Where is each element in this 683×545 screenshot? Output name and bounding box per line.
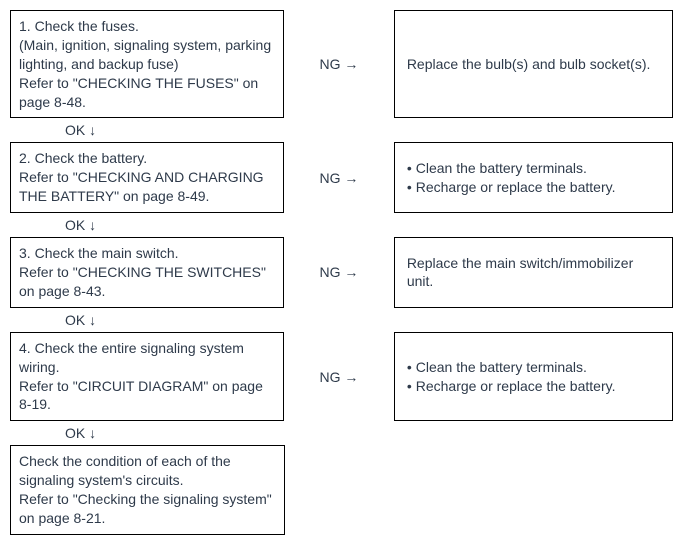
- step-line-4-0: Check the entire signaling system wiring…: [19, 340, 244, 375]
- step-box-4: 4. Check the entire signaling system wir…: [10, 332, 284, 422]
- ng-label-4: NG: [320, 369, 359, 385]
- ng-connector-4: NG: [284, 332, 394, 422]
- step-number-2: 2.: [19, 150, 31, 166]
- step-row-1: 1. Check the fuses. (Main, ignition, sig…: [10, 10, 673, 118]
- step-line-4-1: Refer to "CIRCUIT DIAGRAM" on page 8-19.: [19, 378, 263, 413]
- ng-label-1: NG: [320, 56, 359, 72]
- step-line-1-1: (Main, ignition, signaling system, parki…: [19, 37, 271, 72]
- step-row-4: 4. Check the entire signaling system wir…: [10, 332, 673, 422]
- ng-connector-2: NG: [284, 142, 394, 213]
- step-line-2-1: Refer to "CHECKING AND CHARGING THE BATT…: [19, 169, 264, 204]
- result-box-3: Replace the main switch/immobilizer unit…: [394, 237, 673, 308]
- result-box-4: Clean the battery terminals. Recharge or…: [394, 332, 673, 422]
- flowchart-container: 1. Check the fuses. (Main, ignition, sig…: [10, 10, 673, 535]
- result-bullet-4-1: Recharge or replace the battery.: [407, 377, 660, 396]
- step-number-3: 3.: [19, 245, 31, 261]
- step-line-2-0: Check the battery.: [35, 150, 148, 166]
- final-line-1: Refer to "Checking the signaling system"…: [19, 491, 272, 526]
- step-box-1: 1. Check the fuses. (Main, ignition, sig…: [10, 10, 284, 118]
- result-box-1: Replace the bulb(s) and bulb socket(s).: [394, 10, 673, 118]
- ng-connector-1: NG: [284, 10, 394, 118]
- result-box-2: Clean the battery terminals. Recharge or…: [394, 142, 673, 213]
- step-box-3: 3. Check the main switch. Refer to "CHEC…: [10, 237, 284, 308]
- result-bullet-2-0: Clean the battery terminals.: [407, 159, 660, 178]
- ok-connector-1: OK: [10, 118, 673, 142]
- result-bullet-4-0: Clean the battery terminals.: [407, 358, 660, 377]
- step-row-3: 3. Check the main switch. Refer to "CHEC…: [10, 237, 673, 308]
- ok-label-2: OK: [65, 217, 96, 233]
- step-number-1: 1.: [19, 18, 31, 34]
- result-text-1: Replace the bulb(s) and bulb socket(s).: [407, 55, 660, 74]
- ok-connector-2: OK: [10, 213, 673, 237]
- ok-connector-4: OK: [10, 421, 673, 445]
- ng-label-2: NG: [320, 170, 359, 186]
- step-line-1-0: Check the fuses.: [35, 18, 139, 34]
- step-line-1-2: Refer to "CHECKING THE FUSES" on page 8-…: [19, 75, 258, 110]
- ok-label-4: OK: [65, 425, 96, 441]
- final-box: Check the condition of each of the signa…: [10, 445, 285, 535]
- final-line-0: Check the condition of each of the signa…: [19, 453, 231, 488]
- step-line-3-0: Check the main switch.: [35, 245, 179, 261]
- step-number-4: 4.: [19, 340, 31, 356]
- step-row-2: 2. Check the battery. Refer to "CHECKING…: [10, 142, 673, 213]
- ok-label-3: OK: [65, 312, 96, 328]
- final-row: Check the condition of each of the signa…: [10, 445, 673, 535]
- ok-connector-3: OK: [10, 308, 673, 332]
- ng-label-3: NG: [320, 264, 359, 280]
- step-line-3-1: Refer to "CHECKING THE SWITCHES" on page…: [19, 264, 266, 299]
- step-box-2: 2. Check the battery. Refer to "CHECKING…: [10, 142, 284, 213]
- ng-connector-3: NG: [284, 237, 394, 308]
- result-text-3: Replace the main switch/immobilizer unit…: [407, 254, 660, 292]
- ok-label-1: OK: [65, 122, 96, 138]
- result-bullet-2-1: Recharge or replace the battery.: [407, 178, 660, 197]
